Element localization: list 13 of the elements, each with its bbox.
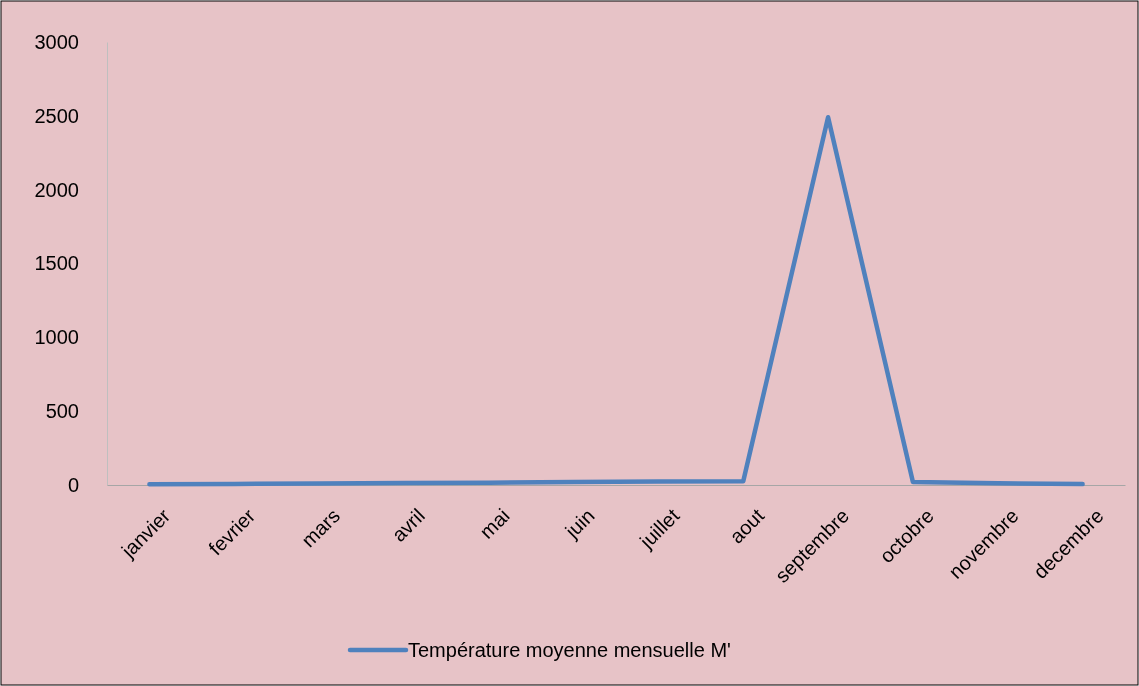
y-tick-label: 2500 — [34, 104, 79, 127]
y-tick-label: 1000 — [34, 326, 79, 349]
x-tick-label: aout — [725, 504, 769, 548]
y-tick-label: 3000 — [34, 30, 79, 53]
legend-label: Température moyenne mensuelle M' — [408, 639, 731, 661]
y-tick-label: 500 — [45, 400, 79, 423]
x-tick-label: mai — [475, 504, 514, 543]
x-tick-label: juin — [560, 504, 599, 543]
y-tick-label: 1500 — [34, 252, 79, 275]
y-tick-label: 2000 — [34, 178, 79, 201]
x-tick-label: avril — [387, 504, 429, 546]
line-series — [147, 115, 1085, 487]
y-tick-label: 0 — [67, 473, 79, 496]
